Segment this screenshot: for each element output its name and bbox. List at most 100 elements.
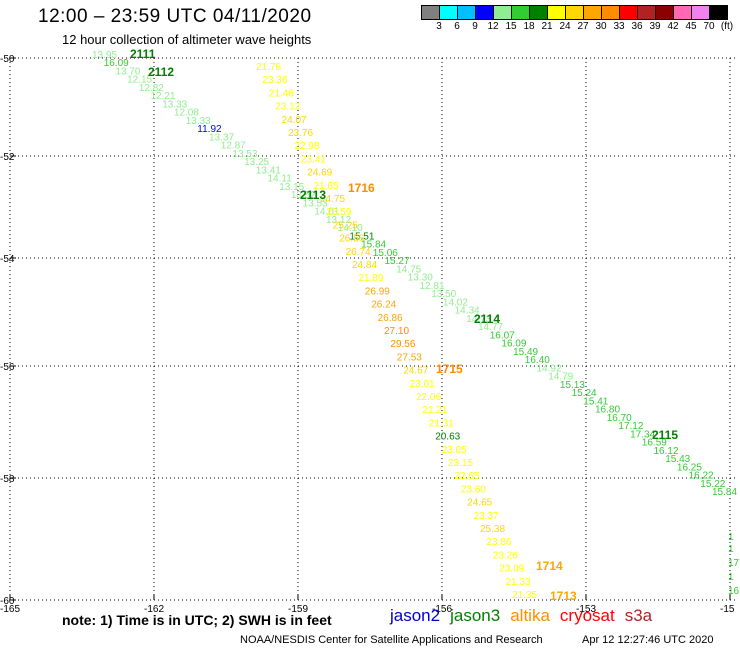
jason3-swh-value: 13.41 [256,165,281,176]
altika-swh-value: 27.53 [397,352,422,363]
lon-label: -165 [0,604,20,615]
altika-swh-value: 26.56 [339,234,364,245]
edge-swh-value: 16 [728,586,740,597]
footer-credit: NOAA/NESDIS Center for Satellite Applica… [240,634,543,646]
jason3-swh-value: 12.81 [420,281,445,292]
color-scale-label: 27 [577,21,589,32]
edge-swh-value: 17 [728,558,740,569]
jason3-swh-value: 12.82 [139,83,164,94]
color-scale-label: 45 [685,21,697,32]
altika-swh-value: 23.09 [499,564,524,575]
lon-label: -153 [576,604,596,615]
altika-swh-value: 24.84 [352,260,377,271]
color-scale-swatches [421,5,728,20]
altika-swh-value: 22.98 [294,141,319,152]
color-swatch [709,5,728,20]
page-subtitle: 12 hour collection of altimeter wave hei… [62,32,312,47]
jason3-swh-value: 12.08 [174,108,199,119]
altika-swh-value: 23.01 [410,379,435,390]
color-swatch [655,5,674,20]
altika-swh-value: 25.38 [480,524,505,535]
altika-swh-value: 21.31 [429,418,454,429]
altika-swh-value: 21.76 [256,62,281,73]
color-scale-label: 30 [595,21,607,32]
lon-label: -159 [288,604,308,615]
altika-swh-value: 21.33 [506,577,531,588]
color-swatch [421,5,440,20]
altika-swh-value: 21.65 [314,181,339,192]
jason3-swh-value: 14.75 [396,264,421,275]
color-swatch [547,5,566,20]
jason3-swh-value: 12.87 [221,141,246,152]
satellite-legend: jason2 jason3 altika cryosat s3a [390,606,652,626]
satellite-legend-item: jason3 [450,606,501,625]
jason3-swh-value: 13.70 [115,67,140,78]
color-scale-label: 42 [667,21,679,32]
satellite-legend-item: jason2 [390,606,441,625]
altika-swh-value: 22.65 [454,471,479,482]
color-scale-labels: 3 6 9 12 15 18 21 24 27 30 33 36 39 42 45 70 (ft) [422,20,733,34]
wave-height-tracks: 13.9516.0913.7012.1512.8212.2113.3312.08… [92,47,740,603]
jason3-swh-value: 16.25 [677,462,702,473]
orbit-label: 2115 [652,428,678,442]
jason3-swh-value: 15.41 [583,396,608,407]
satellite-legend-item: cryosat [559,606,615,625]
altika-swh-value: 24.67 [403,366,428,377]
jason3-swh-value: 12.15 [127,75,152,86]
color-scale-label: 15 [505,21,517,32]
color-swatch [475,5,494,20]
jason3-swh-value: 14.73 [466,314,491,325]
jason3-swh-value: 16.40 [525,355,550,366]
orbit-label: 1713 [550,589,577,603]
color-swatch [673,5,692,20]
altika-swh-value: 26.99 [365,286,390,297]
jason3-swh-value: 13.52 [291,190,316,201]
altika-swh-value: 23.76 [288,128,313,139]
altika-swh-value: 24.65 [467,498,492,509]
jason3-swh-value: 11.92 [197,124,222,135]
jason3-swh-value: 14.79 [548,372,573,383]
color-swatch [439,5,458,20]
color-scale-label: 18 [523,21,535,32]
jason3-swh-value: 13.25 [244,157,269,168]
color-swatch [637,5,656,20]
color-scale-label: 3 [436,21,442,32]
color-scale-label: 33 [613,21,625,32]
jason3-swh-value: 13.33 [186,116,211,127]
altika-swh-value: 23.86 [486,537,511,548]
color-scale-legend: 3 6 9 12 15 18 21 24 27 30 33 36 39 42 45 70 (ft) [421,5,733,34]
color-scale-label: 70 [703,21,715,32]
jason3-swh-value: 15.06 [373,248,398,259]
jason3-swh-value: 15.84 [361,240,386,251]
jason3-swh-value: 16.70 [607,413,632,424]
satellite-legend-item: s3a [624,606,653,625]
color-swatch [601,5,620,20]
altika-swh-value: 27.10 [384,326,409,337]
altika-swh-value: 29.56 [390,339,415,350]
altika-swh-value: 23.26 [493,550,518,561]
jason3-swh-value: 14.02 [443,297,468,308]
altika-swh-value: 24.75 [320,194,345,205]
jason3-swh-value: 14.77 [478,322,503,333]
altika-swh-value: 23.36 [262,75,287,86]
color-swatch [565,5,584,20]
orbit-label: 1714 [536,559,563,573]
orbit-label: 1716 [348,181,375,195]
color-scale-label: (ft) [720,21,734,32]
color-swatch [619,5,638,20]
jason3-swh-value: 14.92 [537,363,562,374]
jason3-swh-value: 13.33 [162,100,187,111]
altika-swh-value: 23.37 [474,511,499,522]
lon-label: -162 [144,604,164,615]
orbit-label: 2113 [300,188,326,202]
color-scale-label: 21 [541,21,553,32]
jason3-swh-value: 16.09 [104,58,129,69]
jason3-swh-value: 13.53 [232,149,257,160]
lat-label: -60 [0,596,15,607]
jason3-swh-value: 13.15 [279,182,304,193]
altika-swh-value: 23.05 [442,445,467,456]
altika-swh-value: 20.63 [435,432,460,443]
jason3-swh-value: 14.11 [268,174,293,185]
jason3-swh-value: 13.53 [303,198,328,209]
